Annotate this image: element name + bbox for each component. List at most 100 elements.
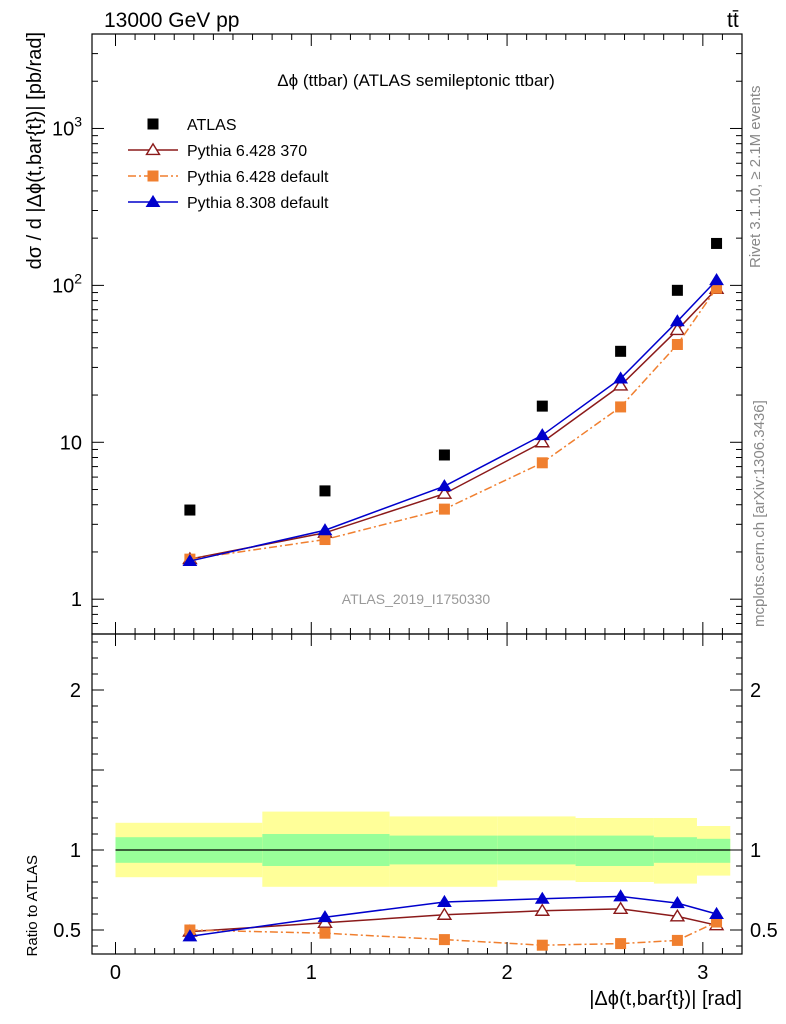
uncertainty-band-inner <box>696 838 731 863</box>
ratio-point <box>709 906 724 919</box>
data-point <box>669 314 685 327</box>
legend-label: Pythia 6.428 370 <box>187 143 307 160</box>
data-point <box>317 523 333 536</box>
process-label: tt̄ <box>727 9 739 32</box>
series-pythia-6-428-370 <box>182 281 725 565</box>
data-point <box>536 400 548 412</box>
main-series-group <box>182 237 725 567</box>
y-tick-label-right: 2 <box>750 680 761 702</box>
rivet-label: Rivet 3.1.10, ≥ 2.1M events <box>747 86 764 269</box>
ratio-point <box>182 929 198 942</box>
y-tick-label-right: 1 <box>750 840 761 862</box>
ratio-uncertainty-bands <box>115 811 731 887</box>
x-tick-label: 0 <box>110 962 121 984</box>
ratio-line-pythia-8-308-default <box>189 895 717 938</box>
ratio-point <box>436 907 453 920</box>
x-tick-label: 3 <box>697 962 708 984</box>
data-point <box>711 282 723 294</box>
ratio-point <box>438 934 450 946</box>
data-point <box>711 237 723 249</box>
ratio-point <box>319 927 331 939</box>
y-tick-label: 102 <box>52 270 82 297</box>
legend-item-pythia-6-428-default: Pythia 6.428 default <box>128 169 329 186</box>
legend: ATLAS Pythia 6.428 370 Pythia 6.428 defaul… <box>128 117 329 212</box>
ratio-point <box>615 938 627 950</box>
ratio-point <box>613 889 629 902</box>
data-point <box>615 401 627 413</box>
mcplots-label: mcplots.cern.ch [arXiv:1306.3436] <box>751 400 768 627</box>
ratio-point <box>669 896 685 909</box>
ratio-series-pythia-6-428-370 <box>182 901 725 937</box>
data-point <box>319 485 331 497</box>
legend-item-atlas: ATLAS <box>147 117 237 134</box>
x-tick-label: 2 <box>501 962 512 984</box>
y-tick-label: 1 <box>70 840 81 862</box>
legend-label: Pythia 8.308 default <box>187 195 329 212</box>
energy-label: 13000 GeV pp <box>104 9 239 32</box>
main-panel: ATLAS_2019_I1750330 Δϕ (ttbar) (ATLAS se… <box>24 32 743 635</box>
ratio-point <box>669 908 686 922</box>
data-point <box>612 378 629 391</box>
series-pythia-6-428-default <box>184 282 723 565</box>
data-point <box>669 322 686 336</box>
data-point <box>671 338 683 350</box>
legend-marker <box>147 170 159 182</box>
data-point <box>536 457 548 469</box>
data-point <box>436 486 453 499</box>
data-point <box>182 553 198 567</box>
data-point <box>319 534 331 546</box>
ratio-series-group <box>182 889 725 951</box>
ratio-axes: 0.5 0.5 1 1 2 2 0 1 2 3 <box>53 633 778 984</box>
ratio-point <box>671 934 683 946</box>
main-axes: 1 10 102 103 <box>52 33 742 635</box>
legend-label: ATLAS <box>187 117 237 134</box>
uncertainty-band-inner <box>575 835 654 866</box>
data-point <box>615 345 627 357</box>
data-point <box>437 479 452 492</box>
ratio-line-pythia-6-428-370 <box>189 908 717 933</box>
series-line-pythia-6-428-default <box>189 287 718 560</box>
y-tick-label: 1 <box>71 589 82 611</box>
ratio-frame <box>91 633 743 955</box>
y-tick-label: 10 <box>60 432 82 454</box>
data-point <box>438 449 450 461</box>
watermark: ATLAS_2019_I1750330 <box>342 591 491 607</box>
ratio-point <box>317 910 333 923</box>
data-point <box>613 371 629 384</box>
legend-item-pythia-8-308-default: Pythia 8.308 default <box>128 194 329 212</box>
ratio-xlabel: |Δϕ(t,bar{t})| [rad] <box>589 988 742 1010</box>
legend-label: Pythia 6.428 default <box>187 169 329 186</box>
series-line-pythia-6-428-370 <box>189 288 718 560</box>
data-point <box>184 504 196 516</box>
data-point <box>534 434 551 448</box>
data-point <box>438 503 450 515</box>
ratio-point <box>612 901 629 915</box>
ratio-point <box>534 891 550 904</box>
legend-marker <box>145 142 161 156</box>
legend-marker <box>147 118 159 130</box>
y-tick-label: 103 <box>52 113 82 140</box>
ratio-panel: 0.5 0.5 1 1 2 2 0 1 2 3 Ratio to ATLAS |Δϕ(t,bar{… <box>24 633 778 1010</box>
legend-item-pythia-6-428-370: Pythia 6.428 370 <box>128 142 307 160</box>
data-point <box>709 273 724 286</box>
x-tick-label: 1 <box>306 962 317 984</box>
main-title: Δϕ (ttbar) (ATLAS semileptonic ttbar) <box>277 71 555 90</box>
ratio-point <box>536 939 548 951</box>
y-tick-label: 0.5 <box>53 920 81 942</box>
ratio-point <box>437 894 452 907</box>
ratio-point <box>534 903 551 916</box>
ratio-point <box>711 916 723 928</box>
y-tick-label: 2 <box>70 680 81 702</box>
data-point <box>671 284 683 296</box>
series-atlas <box>184 237 723 516</box>
y-tick-label-right: 0.5 <box>750 920 778 942</box>
series-line-pythia-8-308-default <box>189 279 718 562</box>
ratio-series-pythia-6-428-default <box>184 916 723 951</box>
y-tick-exponent: 3 <box>74 113 82 129</box>
ratio-series-pythia-8-308-default <box>182 889 724 942</box>
data-point <box>534 428 550 441</box>
ratio-ylabel: Ratio to ATLAS <box>24 855 41 956</box>
legend-marker <box>145 194 161 207</box>
main-ylabel: dσ / d |Δϕ(t,bar{t})| [pb/rad] <box>24 32 46 269</box>
